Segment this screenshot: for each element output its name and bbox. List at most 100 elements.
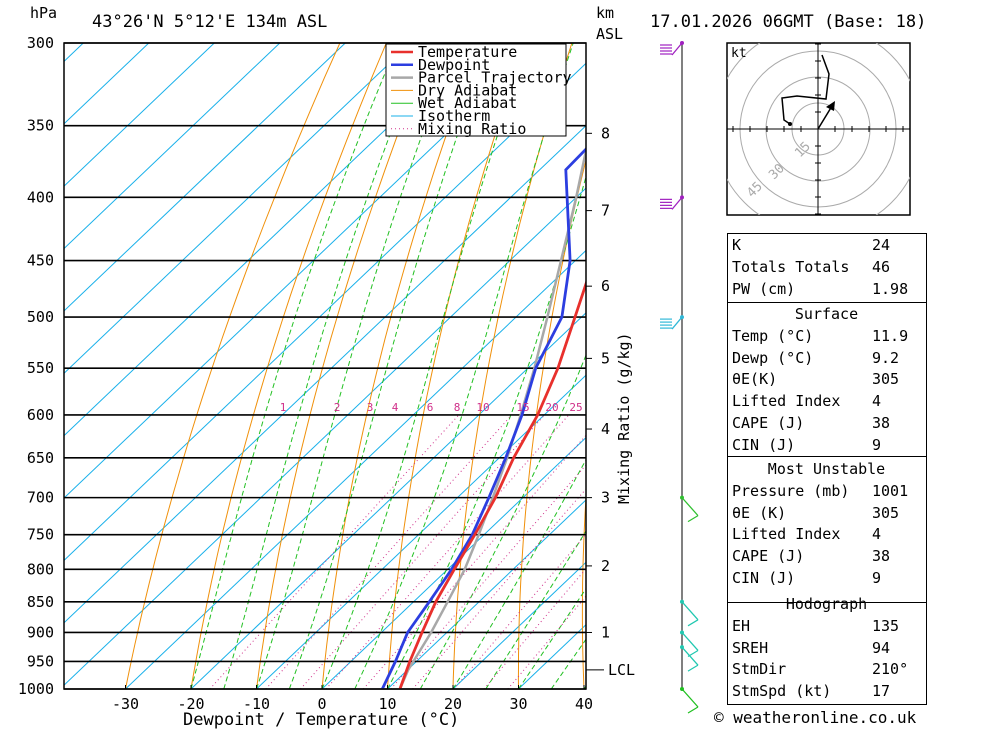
legend-label-1: Dewpoint: [418, 56, 490, 74]
table-value: 94: [872, 638, 891, 657]
table-value: 11.9: [872, 327, 909, 345]
wet-adiabat-line: [190, 43, 399, 689]
wind-barb-staff: [671, 196, 683, 210]
table-value: 9: [872, 568, 882, 587]
isobars: [64, 42, 586, 690]
table-key: θE (K): [732, 503, 787, 522]
isotherm-line: [125, 249, 586, 689]
table-value: 9: [872, 435, 882, 454]
wet-adiabat-line: [288, 43, 491, 689]
pressure-tick-label: 700: [27, 489, 54, 507]
wet-adiabat-line: [321, 43, 530, 689]
km-tick-label: 4: [601, 420, 610, 438]
pressure-tick-label: 750: [27, 526, 54, 544]
table-section-title: Hodograph: [785, 595, 868, 613]
km-unit: km: [596, 4, 614, 22]
pressure-tick-label: 950: [27, 652, 54, 670]
lcl-label: LCL: [608, 661, 635, 679]
x-tick-label: -10: [243, 695, 270, 713]
isotherm-line: [64, 187, 586, 686]
isotherm-line: [190, 312, 586, 689]
hodograph-trace: [781, 54, 830, 125]
pressure-tick-label: 850: [27, 593, 54, 611]
dry-adiabat-line: [980, 43, 1000, 689]
km-tick-label: 6: [601, 277, 610, 295]
dry-adiabat-line: [644, 43, 711, 689]
wet-adiabat-line: [256, 43, 457, 689]
dry-adiabat-line: [928, 43, 977, 689]
x-tick-label: -20: [177, 695, 204, 713]
mixing-ratio-label-3: 3: [367, 401, 374, 414]
wind-barb-staff: [681, 601, 699, 621]
mixing-ratio-label-20: 20: [545, 401, 558, 414]
mixing-ratio-label-25: 25: [569, 401, 582, 414]
pressure-tick-label: 900: [27, 623, 54, 641]
dry-adiabat-line: [190, 43, 387, 689]
isotherm-line: [64, 62, 586, 562]
wind-barb-staff: [681, 632, 699, 651]
mixing-ratio-label-8: 8: [454, 401, 461, 414]
wind-barb-flag: [687, 515, 699, 523]
table-value: 135: [872, 617, 900, 635]
mixing-ratio-line: [507, 595, 586, 689]
isotherm-line: [452, 561, 586, 689]
table-key: PW (cm): [732, 280, 796, 298]
x-tick-label: 30: [509, 695, 527, 713]
legend-label-6: Mixing Ratio: [418, 120, 526, 138]
hodograph: kt 15 30 45: [726, 42, 911, 216]
storm-motion-arrowhead: [826, 101, 835, 111]
wind-barb-staff: [681, 688, 699, 708]
mixing-ratio-label: Mixing Ratio (g/kg): [615, 332, 633, 504]
table-key: Dewp (°C): [732, 348, 814, 367]
table-value: 210°: [872, 660, 909, 679]
table-key: EH: [732, 617, 751, 635]
isotherm-line: [64, 43, 150, 125]
table-key: Temp (°C): [732, 327, 814, 345]
hodograph-surface-point: [788, 122, 792, 126]
hodograph-unit: kt: [731, 46, 747, 61]
mixing-ratio-label-15: 15: [516, 401, 529, 414]
asl-unit: ASL: [596, 25, 623, 43]
table-section-title: Surface: [794, 305, 859, 323]
pressure-tick-label: 350: [27, 117, 54, 135]
hodograph-table-box: [727, 602, 927, 705]
table-value: 305: [872, 503, 900, 522]
table-key: Lifted Index: [732, 525, 841, 544]
pressure-tick-label: 600: [27, 406, 54, 424]
wind-barbs: [660, 41, 699, 714]
table-key: StmSpd (kt): [732, 682, 832, 701]
copyright: © weatheronline.co.uk: [714, 708, 917, 727]
table-value: 305: [872, 370, 900, 389]
mixing-ratio-line: [453, 533, 586, 689]
isotherm-line: [387, 499, 586, 689]
temperature-line: [398, 279, 586, 689]
table-key: Lifted Index: [732, 392, 841, 411]
table-value: 24: [872, 236, 891, 254]
x-axis-label: Dewpoint / Temperature (°C): [183, 710, 459, 730]
km-tick-label: 1: [601, 623, 610, 641]
x-tick-label: 10: [378, 695, 396, 713]
isotherm-line: [64, 43, 543, 499]
table-key: CIN (J): [732, 568, 796, 587]
table-value: 1.98: [872, 280, 909, 298]
isotherm-line: [321, 436, 586, 689]
table-key: CAPE (J): [732, 547, 805, 566]
mixing-ratio-label-4: 4: [392, 401, 399, 414]
table-key: StmDir: [732, 660, 787, 679]
pressure-tick-label: 450: [27, 252, 54, 270]
mixing-ratio-label-2: 2: [334, 401, 341, 414]
mixing-ratio-label-10: 10: [476, 401, 489, 414]
table-key: K: [732, 236, 742, 254]
x-tick-label: 40: [575, 695, 593, 713]
pressure-tick-label: 800: [27, 560, 54, 578]
hpa-unit: hPa: [30, 4, 57, 22]
table-value: 1001: [872, 482, 909, 500]
dry-adiabat-line: [256, 43, 434, 689]
legend-label-3: Dry Adiabat: [418, 81, 517, 99]
isotherm-line: [64, 124, 586, 624]
wet-adiabat-line: [518, 587, 586, 689]
pressure-tick-label: 500: [27, 308, 54, 326]
table-section-title: Most Unstable: [767, 460, 886, 478]
